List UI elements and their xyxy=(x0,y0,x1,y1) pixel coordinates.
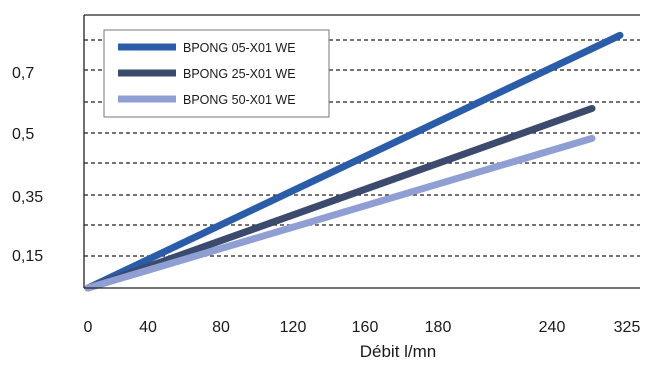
y-tick-label: 0,35 xyxy=(12,189,43,206)
tick-labels: 0 40 80 120 160 180 240 325 0,15 0,35 0,5 0,7 xyxy=(12,65,640,336)
x-tick-label: 325 xyxy=(614,319,641,336)
legend-label-1: BPONG 05-X01 WE xyxy=(183,41,296,55)
x-tick-label: 240 xyxy=(539,319,566,336)
x-tick-label: 0 xyxy=(84,319,93,336)
series-line-3 xyxy=(84,134,596,292)
legend: BPONG 05-X01 WE BPONG 25-X01 WE BPONG 50-X… xyxy=(103,29,330,118)
x-tick-label: 160 xyxy=(352,319,379,336)
legend-label-3: BPONG 50-X01 WE xyxy=(183,93,296,107)
x-axis-title: Débit l/mn xyxy=(360,342,437,361)
series-line-2 xyxy=(84,104,596,292)
y-tick-label: 0,7 xyxy=(12,65,34,82)
legend-label-2: BPONG 25-X01 WE xyxy=(183,67,296,81)
x-tick-label: 80 xyxy=(212,319,230,336)
y-tick-label: 0,15 xyxy=(12,248,43,265)
x-tick-label: 40 xyxy=(139,319,157,336)
x-tick-label: 120 xyxy=(280,319,307,336)
axes xyxy=(83,14,640,289)
y-tick-label: 0,5 xyxy=(12,126,34,143)
series-line-1 xyxy=(84,31,624,292)
series-group xyxy=(84,31,624,292)
x-tick-label: 180 xyxy=(425,319,452,336)
